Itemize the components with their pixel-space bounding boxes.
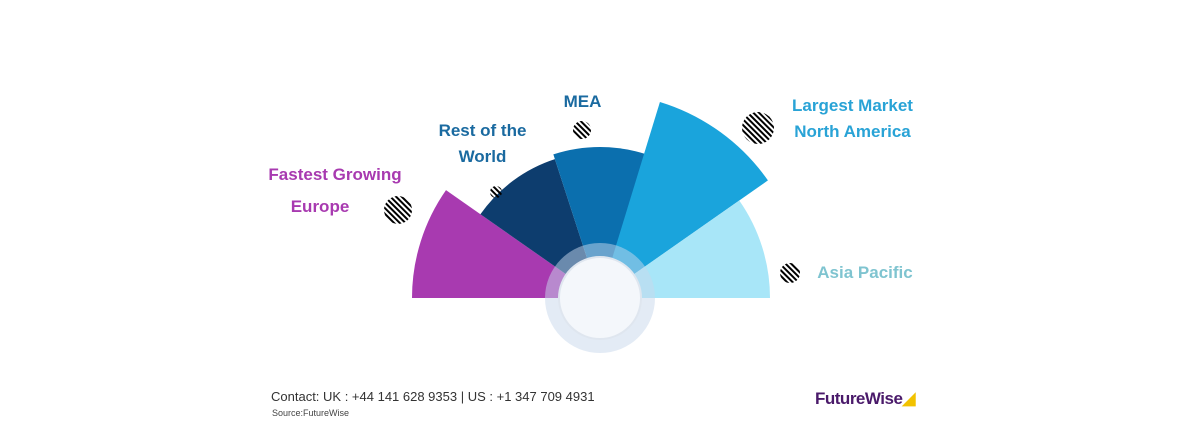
na-name: North America [794, 122, 911, 141]
hatched-dot-icon [742, 112, 774, 144]
hatched-dot-icon [573, 121, 591, 139]
label-europe: Fastest Growing Europe [255, 162, 415, 220]
europe-tag: Fastest Growing [268, 165, 402, 184]
futurewise-logo: FutureWise◢ [815, 389, 915, 408]
contact-info: Contact: UK : +44 141 628 9353 | US : +1… [271, 389, 595, 404]
label-north-america: Largest Market North America [775, 93, 930, 145]
hatched-dot-icon [384, 196, 412, 224]
hatched-dot-icon [490, 186, 502, 198]
row-line2: World [458, 147, 507, 166]
label-asia-pacific: Asia Pacific [817, 263, 913, 282]
logo-text: FutureWise [815, 389, 903, 408]
na-tag: Largest Market [792, 96, 913, 115]
segment-north-america [600, 101, 768, 299]
hatched-dot-icon [780, 263, 800, 283]
europe-name: Europe [290, 197, 350, 216]
segment-mea [553, 147, 647, 298]
label-mea: MEA [563, 92, 602, 111]
source-note: Source:FutureWise [272, 408, 350, 418]
center-circle [558, 256, 642, 340]
row-line1: Rest of the [438, 121, 527, 140]
label-rest-of-world: Rest of the World [420, 118, 545, 170]
